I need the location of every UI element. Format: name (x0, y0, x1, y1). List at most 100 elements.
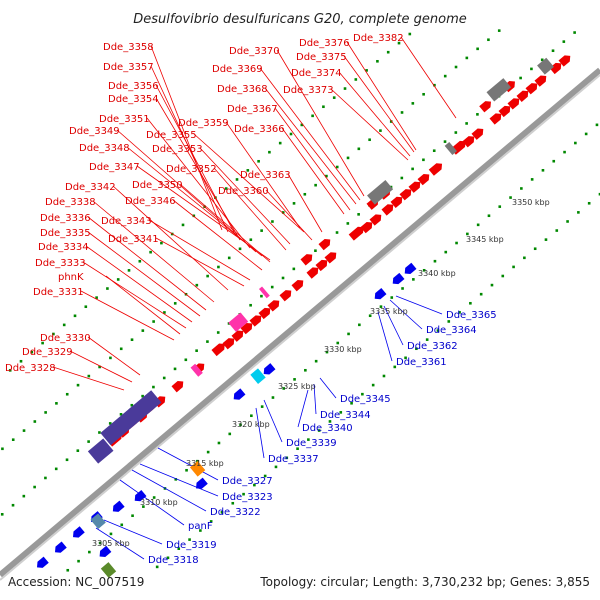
tick-dot (263, 474, 267, 478)
gene-label: Dde_3336 (40, 213, 91, 224)
tick-dot (130, 338, 134, 342)
tick-dot (371, 383, 375, 387)
tick-dot (343, 87, 347, 90)
gene-label: Dde_3376 (299, 38, 350, 49)
tick-dot (285, 456, 289, 460)
tick-dot (253, 483, 256, 487)
genome-backbone (0, 67, 600, 578)
tick-label: 3350 kbp (512, 198, 550, 207)
forward-gene (381, 204, 394, 216)
tick-dot (166, 556, 170, 560)
gene-label: Dde_3353 (152, 144, 203, 155)
tick-dot (563, 150, 566, 154)
label-leader (112, 185, 229, 291)
tick-dot (540, 58, 544, 62)
tick-dot (62, 323, 66, 327)
tick-dot (66, 568, 70, 572)
tick-dot (577, 211, 580, 214)
tick-label: 3345 kbp (466, 235, 504, 244)
tick-dot (400, 111, 404, 114)
tick-dot (347, 332, 350, 336)
tick-dot (530, 67, 533, 71)
forward-gene (390, 196, 403, 208)
gene-label: Dde_3375 (296, 52, 347, 63)
tick-dot (469, 301, 472, 305)
tick-dot (216, 331, 220, 334)
tick-dot (389, 120, 393, 123)
label-leader (52, 366, 125, 391)
tick-dot (551, 49, 555, 53)
label-leader (131, 469, 207, 512)
tick-dot (509, 196, 512, 199)
tick-dot (400, 176, 404, 180)
gene-label: Dde_3335 (40, 228, 91, 239)
tick-dot (87, 374, 91, 378)
tick-dot (84, 305, 88, 309)
tick-dot (149, 250, 152, 254)
tick-dot (454, 131, 458, 134)
tick-dot (142, 505, 145, 508)
tick-dot (195, 283, 199, 287)
forward-gene (171, 381, 184, 393)
tick-dot (498, 205, 502, 208)
label-leader (346, 41, 417, 151)
forward-gene (315, 259, 328, 272)
tick-dot (322, 105, 325, 109)
tick-dot (465, 122, 468, 125)
forward-gene (300, 254, 313, 266)
tick-dot (88, 550, 91, 554)
gene-label: phnK (58, 272, 84, 283)
rna-gene (258, 286, 270, 299)
label-leader (95, 527, 145, 560)
tick-label: 3310 kbp (140, 498, 178, 507)
label-leader (199, 147, 291, 245)
gene-label: Dde_3347 (89, 162, 140, 173)
label-leader (193, 133, 305, 233)
tick-dot (293, 378, 296, 381)
tick-label: 3340 kbp (418, 269, 456, 278)
tick-dot (209, 520, 213, 523)
forward-gene (249, 315, 262, 327)
tick-dot (65, 392, 69, 396)
forward-gene (240, 322, 253, 335)
tick-dot (433, 259, 437, 263)
forward-gene (279, 290, 292, 302)
tick-dot (181, 223, 185, 227)
tick-dot (174, 478, 178, 481)
tick-dot (314, 183, 317, 187)
tick-dot (257, 159, 260, 163)
tick-dot (512, 265, 515, 269)
forward-gene (516, 90, 529, 102)
tick-dot (408, 32, 412, 36)
label-leader (179, 183, 271, 263)
forward-gene (479, 101, 491, 113)
tick-dot (220, 511, 224, 514)
rna-gene (190, 363, 203, 377)
tick-dot (425, 338, 429, 341)
label-leader (255, 407, 265, 459)
reverse-gene (99, 545, 112, 558)
label-leader (103, 519, 163, 545)
tick-dot (141, 329, 145, 332)
forward-gene (291, 280, 304, 292)
tick-dot (177, 547, 181, 551)
tick-dot (401, 287, 404, 290)
reverse-gene (263, 363, 276, 375)
gene-label: Dde_3331 (33, 287, 84, 298)
gene-label: Dde_3368 (217, 84, 268, 95)
label-leader (139, 463, 219, 497)
tick-dot (476, 47, 479, 51)
tick-dot (141, 394, 144, 398)
tick-dot (289, 132, 293, 136)
gene-label: Dde_3345 (340, 394, 391, 405)
label-leader (126, 146, 263, 257)
tick-dot (119, 413, 123, 416)
gene-label: Dde_3360 (218, 186, 269, 197)
tick-dot (227, 256, 231, 260)
tick-dot (520, 187, 523, 190)
tick-dot (444, 250, 448, 254)
gene-label: Dde_3333 (35, 258, 86, 269)
other-gene (100, 407, 142, 446)
label-leader (87, 231, 201, 317)
gene-features (36, 55, 571, 578)
